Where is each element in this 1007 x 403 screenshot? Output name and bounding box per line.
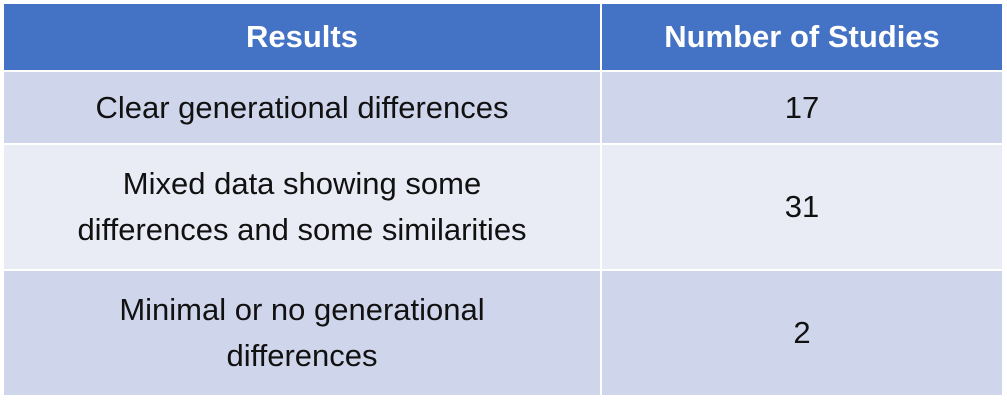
header-results: Results bbox=[2, 2, 602, 72]
header-row: Results Number of Studies bbox=[2, 2, 1004, 72]
table-row: Clear generational differences 17 bbox=[2, 70, 1004, 145]
count-cell: 17 bbox=[600, 70, 1004, 145]
results-table: Results Number of Studies Clear generati… bbox=[2, 2, 1004, 397]
table-row: Minimal or no generational differences 2 bbox=[2, 269, 1004, 397]
count-cell: 31 bbox=[600, 143, 1004, 271]
result-cell: Clear generational differences bbox=[2, 70, 602, 145]
result-cell: Mixed data showing some differences and … bbox=[2, 143, 602, 271]
table-header: Results Number of Studies bbox=[2, 2, 1004, 72]
header-number-of-studies: Number of Studies bbox=[600, 2, 1004, 72]
result-cell: Minimal or no generational differences bbox=[2, 269, 602, 397]
table-body: Clear generational differences 17 Mixed … bbox=[2, 70, 1004, 397]
count-cell: 2 bbox=[600, 269, 1004, 397]
table-row: Mixed data showing some differences and … bbox=[2, 143, 1004, 271]
